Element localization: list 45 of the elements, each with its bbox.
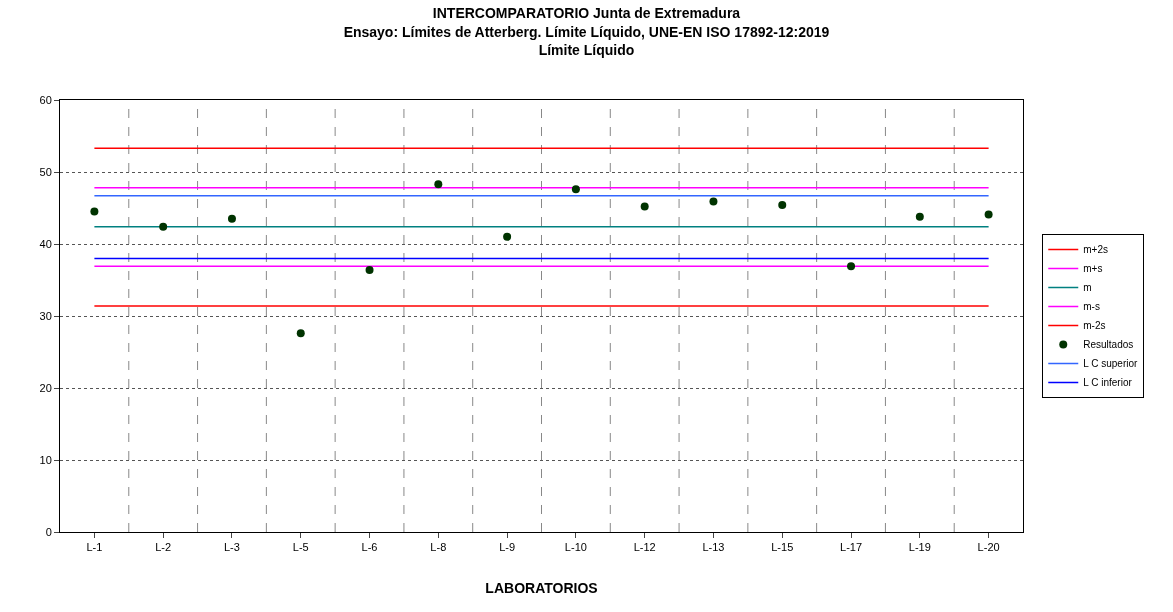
- point: [984, 210, 993, 219]
- y-tick-label: 30: [39, 309, 52, 322]
- x-tick-label: L-6: [361, 541, 378, 554]
- point: [778, 201, 787, 210]
- x-tick-label: L-12: [633, 541, 656, 554]
- x-tick-label: L-2: [155, 541, 172, 554]
- point: [434, 180, 443, 189]
- point: [640, 202, 649, 211]
- point: [227, 214, 236, 223]
- x-tick-label: L-5: [292, 541, 309, 554]
- point: [915, 212, 924, 221]
- legend-label: L C inferior: [1083, 377, 1133, 389]
- x-tick-label: L-3: [224, 541, 240, 554]
- x-axis-title: LABORATORIOS: [485, 579, 598, 596]
- y-tick-label: 60: [39, 93, 52, 106]
- x-tick-label: L-19: [908, 541, 931, 554]
- legend-label: m-2s: [1083, 320, 1106, 332]
- y-tick-label: 50: [39, 165, 52, 178]
- legend-label: L C superior: [1083, 358, 1139, 370]
- x-tick-label: L-17: [840, 541, 863, 554]
- point: [571, 185, 580, 194]
- y-tick-label: 20: [39, 381, 52, 394]
- x-tick-label: L-9: [499, 541, 516, 554]
- x-tick-label: L-10: [564, 541, 587, 554]
- x-tick-label: L-1: [86, 541, 103, 554]
- point: [159, 222, 168, 231]
- x-tick-label: L-8: [430, 541, 447, 554]
- x-tick-label: L-20: [977, 541, 1000, 554]
- point: [365, 265, 374, 274]
- y-tick-label: 10: [39, 453, 52, 466]
- point: [90, 207, 99, 216]
- y-tick-label: 0: [45, 525, 52, 538]
- legend-label: m+2s: [1083, 244, 1108, 256]
- point: [296, 329, 305, 338]
- y-tick-label: 40: [39, 237, 52, 250]
- chart-title: INTERCOMPARATORIO Junta de Extremadura Ensayo: Límites de Atterberg. Límite Líquido, UNE-EN ISO 17892-12:2019 Límite Líquido: [343, 5, 830, 58]
- legend-label: m+s: [1083, 263, 1103, 275]
- point: [503, 232, 512, 241]
- x-tick-label: L-15: [771, 541, 794, 554]
- x-tick-label: L-13: [702, 541, 725, 554]
- legend-label: m-s: [1083, 301, 1100, 313]
- point: [709, 197, 718, 206]
- legend-label: Resultados: [1083, 339, 1134, 351]
- point: [847, 262, 856, 271]
- legend-label: m: [1083, 282, 1092, 294]
